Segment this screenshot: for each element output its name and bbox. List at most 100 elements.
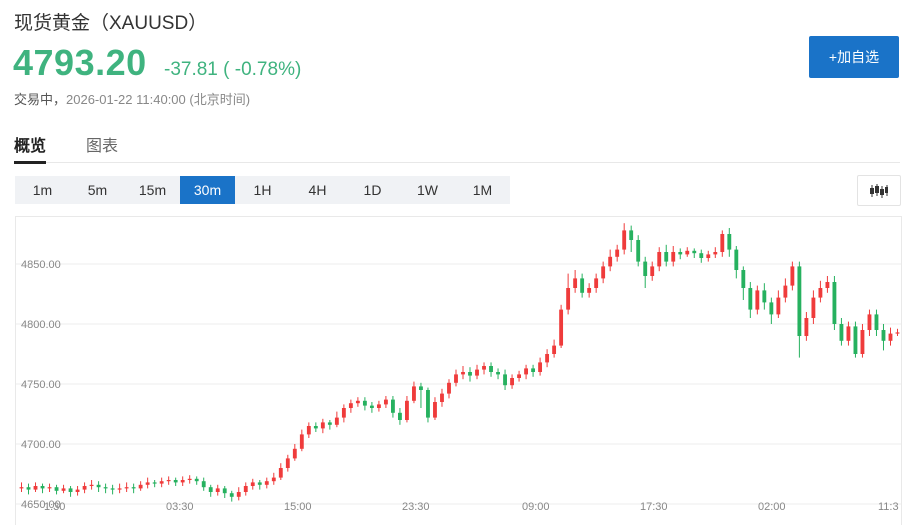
tab-chart[interactable]: 图表 [86,138,119,155]
candle-body [825,282,830,288]
candle-body [664,252,669,262]
candle-body [608,256,613,267]
candle-body [327,422,332,425]
candle-body [706,254,711,258]
add-watchlist-button[interactable]: +加自选 [809,36,899,78]
candle-body [531,368,536,372]
candle-body [194,478,199,482]
candle-body [797,266,802,336]
candle-body [594,278,599,288]
candle-body [447,382,451,394]
tab-overview[interactable]: 概览 [14,132,47,164]
candle-body [278,468,283,478]
period-4h[interactable]: 4H [308,182,327,198]
candle-body [433,402,437,418]
candle-body [720,234,725,252]
candle-body [755,290,760,310]
candle-body [236,492,241,497]
timestamp: 2026-01-22 11:40:00 [66,92,186,107]
candle-body [496,372,500,375]
candle-body [54,487,59,491]
candle-body [559,309,564,346]
y-tick-label: 4650.00 [21,499,61,511]
candle-body [727,234,732,250]
candle-body [320,422,325,429]
candle-body [860,330,865,354]
period-15m[interactable]: 15m [138,182,167,198]
candle-body [692,250,697,254]
period-1w[interactable]: 1W [417,182,438,198]
y-tick-label: 4800.00 [21,319,61,331]
candle-body [440,393,444,402]
candle-body [846,326,851,341]
candle-body [650,266,655,276]
candle-body [832,282,837,324]
candle-body [40,486,45,489]
candle-body [587,288,592,293]
candle-body [75,489,80,492]
x-tick-label: 02:00 [758,501,786,513]
x-tick-label: 23:30 [402,501,430,513]
period-1d[interactable]: 1D [363,182,382,198]
x-tick-label: 03:30 [166,501,194,513]
candle-body [405,400,409,420]
candle-body [783,285,788,298]
candle-body [734,249,739,270]
candle-body [138,484,143,489]
candle-body [222,488,227,494]
candle-body [811,297,816,318]
candle-body [685,250,690,255]
candle-body [741,270,746,288]
candle-body [187,478,192,480]
candle-body [678,252,683,255]
period-5m[interactable]: 5m [87,182,108,198]
candle-body [306,426,311,435]
candlestick-chart[interactable]: 4650.00 4700.00 4750.00 4800.00 4850.00 1:30 0… [15,216,902,525]
candle-body [243,486,248,492]
candle-body [362,400,367,406]
candle-body [26,487,31,490]
candle-body [426,390,430,418]
candle-body [601,266,606,279]
candle-body [776,297,781,315]
candle-body [461,372,465,375]
period-30m[interactable]: 30m [180,176,235,204]
candle-body [888,333,893,341]
candle-body [503,374,507,386]
candle-body [285,458,290,468]
candle-body [152,482,157,484]
candle-body [124,487,129,489]
candle-body [313,426,318,429]
y-tick-label: 4850.00 [21,259,61,271]
x-tick-label: 09:00 [522,501,550,513]
candle-body [510,378,514,386]
candle-body [159,481,164,484]
candle-body [482,366,486,370]
candle-body [145,482,150,485]
candle-body [117,488,122,490]
candle-body [867,314,872,330]
chart-canvas: 4650.00 4700.00 4750.00 4800.00 4850.00 1:30 0… [16,223,901,513]
candle-body [208,487,213,492]
candle-body [769,302,774,315]
tab-bar: 概览 图表 [14,128,900,164]
candle-body [355,400,360,404]
candle-body [566,288,571,310]
candle-body [82,486,87,490]
candle-body [853,326,858,354]
candle-body [713,252,718,255]
period-1mo[interactable]: 1M [472,182,493,198]
candle-body [398,412,402,420]
period-1h[interactable]: 1H [253,182,272,198]
candle-body [68,488,73,492]
candle-body [348,403,353,408]
x-tick-label: 15:00 [284,501,312,513]
candle-body [229,493,234,497]
candle-body [580,278,585,293]
candle-body [818,288,823,298]
candle-body [271,477,276,482]
candle-body [250,482,255,486]
chart-type-button[interactable] [857,175,901,206]
y-tick-label: 4700.00 [21,439,61,451]
period-1m[interactable]: 1m [32,182,53,198]
